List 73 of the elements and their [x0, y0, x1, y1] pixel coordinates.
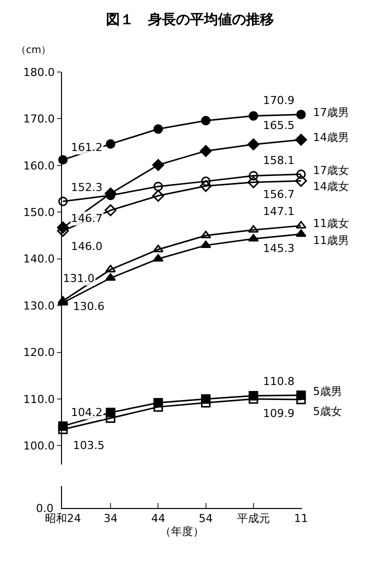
x-tick-label: 34 [104, 512, 118, 526]
point [153, 124, 163, 134]
data-label: 156.7 [263, 188, 294, 201]
point [201, 398, 211, 408]
point [200, 145, 212, 157]
data-label: 109.9 [263, 407, 294, 420]
x-tick-label: 平成元 [236, 512, 270, 526]
data-label: 147.1 [263, 205, 294, 218]
data-label: 152.3 [71, 181, 102, 194]
point [296, 170, 306, 180]
data-label: 103.5 [73, 439, 104, 452]
point [248, 394, 258, 404]
y-tick-label: 130.0 [23, 299, 55, 312]
point [296, 229, 306, 237]
series-label: 11歳女 [313, 217, 349, 230]
point [106, 139, 116, 149]
y-tick-label: 180.0 [23, 66, 55, 79]
y-tick-label: 110.0 [23, 392, 55, 406]
y-tick-label: 160.0 [23, 159, 55, 172]
point [247, 176, 260, 188]
point [58, 424, 68, 434]
chart-title: 図１ 身長の平均値の推移 [106, 12, 274, 28]
point [247, 138, 260, 150]
y-tick-label: 100.0 [23, 440, 55, 453]
point [295, 174, 307, 187]
x-axis-title: （年度） [160, 525, 204, 538]
x-tick-label: 11 [294, 512, 308, 526]
point [201, 176, 211, 186]
y-tick-label: 150.0 [23, 206, 55, 219]
series-label: 11歳男 [313, 234, 349, 247]
series-label: 5歳女 [313, 405, 342, 418]
point [58, 196, 68, 206]
point [152, 190, 164, 202]
point [153, 402, 163, 412]
data-label: 145.3 [263, 242, 294, 255]
y-tick-label: 140.0 [23, 252, 55, 266]
data-label: 110.8 [263, 375, 294, 388]
point [200, 180, 212, 192]
series-label: 17歳男 [313, 106, 349, 119]
x-tick-label: 44 [151, 512, 166, 526]
data-label: 104.2 [71, 406, 102, 419]
point [152, 159, 164, 171]
y-tick-label: 170.0 [23, 112, 55, 126]
point [248, 111, 258, 121]
series-label: 14歳男 [313, 131, 349, 144]
y-tick-label: 120.0 [23, 346, 55, 360]
data-label: 161.2 [71, 141, 102, 154]
data-label: 165.5 [263, 119, 294, 132]
data-label: 170.9 [263, 94, 294, 107]
point [296, 110, 306, 120]
point [106, 413, 116, 423]
point [201, 116, 211, 126]
point [105, 273, 116, 281]
point [248, 234, 259, 242]
point [104, 204, 117, 216]
point [153, 182, 163, 192]
point [296, 394, 306, 404]
y-axis-title: （cm） [16, 45, 52, 56]
point [296, 220, 306, 228]
x-tick-label: 昭和24 [44, 512, 81, 526]
point [105, 264, 116, 272]
data-label: 146.0 [71, 240, 102, 253]
point [248, 170, 258, 180]
data-label: 130.6 [73, 300, 104, 313]
series-label: 14歳女 [313, 180, 349, 193]
point [248, 225, 259, 233]
data-label: 158.1 [263, 154, 294, 167]
point [295, 134, 307, 146]
data-label: 146.7 [71, 212, 102, 225]
series-label: 17歳女 [313, 164, 349, 177]
x-tick-label: 54 [198, 512, 213, 526]
series-label: 5歳男 [313, 385, 342, 398]
data-label: 131.0 [63, 272, 94, 285]
